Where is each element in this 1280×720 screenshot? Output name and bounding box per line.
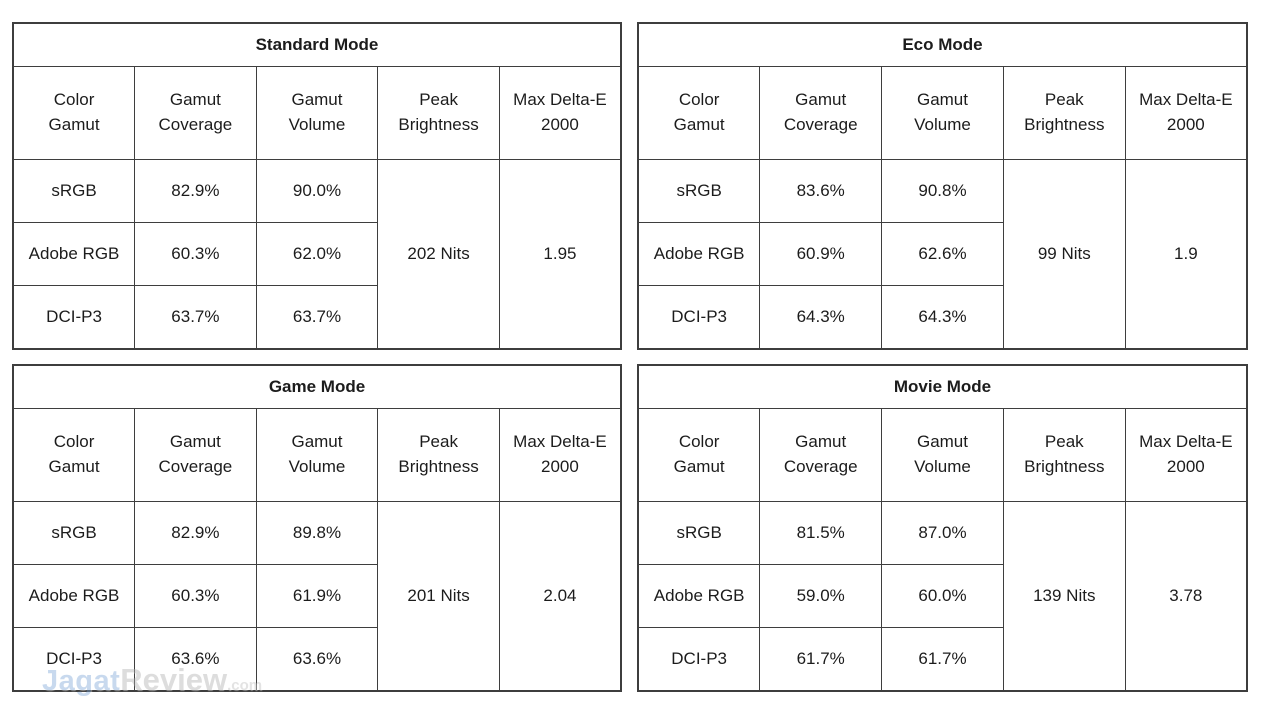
cell-peak-brightness: 99 Nits <box>1002 159 1126 350</box>
col-header-peak-brightness: Peak Brightness <box>1002 66 1126 160</box>
cell-gamut-coverage: 60.9% <box>759 222 883 286</box>
col-header-gamut-coverage: Gamut Coverage <box>134 66 257 160</box>
col-header-max-delta-e: Max Delta-E 2000 <box>498 408 622 502</box>
table-title-game: Game Mode <box>12 364 622 409</box>
cell-gamut-volume: 61.9% <box>255 564 379 628</box>
cell-gamut-name: Adobe RGB <box>637 564 761 628</box>
col-header-color-gamut: Color Gamut <box>12 408 136 502</box>
cell-gamut-volume: 89.8% <box>255 501 379 565</box>
table-row: sRGB 81.5% 87.0% 139 Nits 3.78 <box>637 501 1248 692</box>
cell-gamut-coverage: 59.0% <box>759 564 883 628</box>
cell-max-delta-e: 2.04 <box>498 501 622 692</box>
cell-gamut-name: Adobe RGB <box>637 222 761 286</box>
cell-gamut-coverage: 60.3% <box>134 222 257 286</box>
cell-gamut-name: sRGB <box>12 159 136 223</box>
cell-gamut-volume: 90.8% <box>881 159 1004 223</box>
table-row: Adobe RGB 60.3% 62.0% <box>12 222 621 286</box>
cell-max-delta-e: 1.95 <box>498 159 622 350</box>
table-row: DCI-P3 63.7% 63.7% <box>12 285 621 350</box>
cell-gamut-coverage: 63.7% <box>134 285 257 350</box>
cell-gamut-volume: 62.0% <box>255 222 379 286</box>
table-title-standard: Standard Mode <box>12 22 622 67</box>
col-header-gamut-volume: Gamut Volume <box>881 66 1004 160</box>
cell-gamut-volume: 61.7% <box>881 627 1004 692</box>
cell-gamut-name: sRGB <box>637 501 761 565</box>
col-header-max-delta-e: Max Delta-E 2000 <box>498 66 622 160</box>
cell-gamut-volume: 87.0% <box>881 501 1004 565</box>
table-row: DCI-P3 64.3% 64.3% <box>637 285 1247 350</box>
cell-gamut-coverage: 82.9% <box>134 501 257 565</box>
cell-max-delta-e: 1.9 <box>1124 159 1248 350</box>
col-header-max-delta-e: Max Delta-E 2000 <box>1124 66 1248 160</box>
cell-gamut-name: Adobe RGB <box>12 222 136 286</box>
cell-peak-brightness: 201 Nits <box>377 501 500 692</box>
cell-gamut-coverage: 82.9% <box>134 159 257 223</box>
col-header-color-gamut: Color Gamut <box>637 408 761 502</box>
col-header-gamut-coverage: Gamut Coverage <box>759 66 883 160</box>
table-row: sRGB 82.9% 90.0% 202 Nits 1.95 <box>12 159 622 350</box>
table-row: sRGB 83.6% 90.8% 99 Nits 1.9 <box>637 159 1248 350</box>
cell-gamut-name: DCI-P3 <box>637 627 761 692</box>
standard-mode-table: Standard Mode Color Gamut Gamut Coverage… <box>12 22 622 350</box>
movie-mode-table: Movie Mode Color Gamut Gamut Coverage Ga… <box>637 364 1248 692</box>
col-header-color-gamut: Color Gamut <box>12 66 136 160</box>
table-row: Adobe RGB 59.0% 60.0% <box>637 564 1247 628</box>
cell-gamut-name: sRGB <box>12 501 136 565</box>
col-header-peak-brightness: Peak Brightness <box>377 66 500 160</box>
col-header-gamut-coverage: Gamut Coverage <box>759 408 883 502</box>
cell-gamut-name: DCI-P3 <box>12 627 136 692</box>
cell-max-delta-e: 3.78 <box>1124 501 1248 692</box>
cell-gamut-volume: 63.7% <box>255 285 379 350</box>
cell-gamut-name: sRGB <box>637 159 761 223</box>
table-row: Adobe RGB 60.3% 61.9% <box>12 564 621 628</box>
col-header-peak-brightness: Peak Brightness <box>377 408 500 502</box>
col-header-gamut-volume: Gamut Volume <box>255 408 379 502</box>
cell-gamut-name: Adobe RGB <box>12 564 136 628</box>
cell-gamut-volume: 64.3% <box>881 285 1004 350</box>
table-row: DCI-P3 63.6% 63.6% <box>12 627 621 692</box>
cell-gamut-name: DCI-P3 <box>637 285 761 350</box>
cell-gamut-volume: 62.6% <box>881 222 1004 286</box>
table-row: Adobe RGB 60.9% 62.6% <box>637 222 1247 286</box>
cell-gamut-coverage: 63.6% <box>134 627 257 692</box>
cell-gamut-coverage: 64.3% <box>759 285 883 350</box>
table-row: DCI-P3 61.7% 61.7% <box>637 627 1247 692</box>
table-title-movie: Movie Mode <box>637 364 1248 409</box>
game-mode-table: Game Mode Color Gamut Gamut Coverage Gam… <box>12 364 622 692</box>
table-title-eco: Eco Mode <box>637 22 1248 67</box>
cell-gamut-coverage: 61.7% <box>759 627 883 692</box>
cell-gamut-coverage: 81.5% <box>759 501 883 565</box>
eco-mode-table: Eco Mode Color Gamut Gamut Coverage Gamu… <box>637 22 1248 350</box>
col-header-gamut-volume: Gamut Volume <box>881 408 1004 502</box>
cell-peak-brightness: 139 Nits <box>1002 501 1126 692</box>
cell-peak-brightness: 202 Nits <box>377 159 500 350</box>
cell-gamut-volume: 60.0% <box>881 564 1004 628</box>
cell-gamut-name: DCI-P3 <box>12 285 136 350</box>
col-header-gamut-coverage: Gamut Coverage <box>134 408 257 502</box>
cell-gamut-volume: 90.0% <box>255 159 379 223</box>
col-header-peak-brightness: Peak Brightness <box>1002 408 1126 502</box>
cell-gamut-volume: 63.6% <box>255 627 379 692</box>
table-row: sRGB 82.9% 89.8% 201 Nits 2.04 <box>12 501 622 692</box>
col-header-max-delta-e: Max Delta-E 2000 <box>1124 408 1248 502</box>
col-header-gamut-volume: Gamut Volume <box>255 66 379 160</box>
cell-gamut-coverage: 83.6% <box>759 159 883 223</box>
col-header-color-gamut: Color Gamut <box>637 66 761 160</box>
cell-gamut-coverage: 60.3% <box>134 564 257 628</box>
